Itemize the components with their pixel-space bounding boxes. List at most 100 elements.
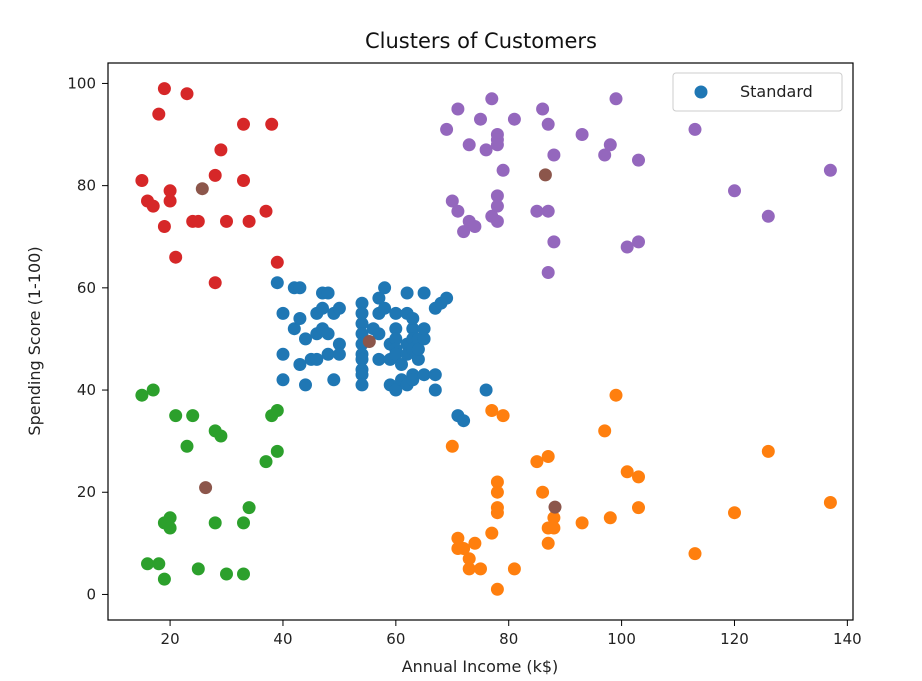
data-point-sensible-24 <box>541 266 555 279</box>
x-tick-label-100: 100 <box>607 630 636 648</box>
data-point-standard-6 <box>293 312 307 325</box>
data-point-target-8 <box>485 526 499 540</box>
data-point-target-13 <box>490 506 504 520</box>
data-point-careless-8 <box>169 250 183 264</box>
data-point-careless-12 <box>208 168 222 182</box>
data-point-target-30 <box>632 470 645 484</box>
data-point-standard-37 <box>372 291 386 305</box>
data-point-standard-52 <box>395 358 408 371</box>
data-point-standard-61 <box>406 312 420 325</box>
data-point-standard-28 <box>355 306 369 320</box>
data-point-sensible-35 <box>728 184 741 198</box>
x-tick-label-20: 20 <box>161 630 180 648</box>
data-point-target-7 <box>474 562 487 576</box>
data-point-careful-2 <box>141 557 154 571</box>
data-point-target-3 <box>457 542 471 555</box>
x-axis-ticks: 20 40 60 80 100 120 140 <box>161 620 862 648</box>
data-point-standard-59 <box>406 322 420 336</box>
data-point-careless-17 <box>237 174 250 187</box>
chart-title: Clusters of Customers <box>365 29 597 53</box>
points-layer <box>135 82 837 596</box>
data-point-sensible-15 <box>490 189 504 203</box>
data-point-sensible-17 <box>490 214 504 228</box>
data-point-sensible-19 <box>507 112 521 126</box>
data-point-careful-12 <box>208 516 222 530</box>
data-point-careful-6 <box>163 511 177 525</box>
x-tick-label-120: 120 <box>720 630 749 648</box>
data-point-careful-14 <box>214 429 228 443</box>
data-point-careful-10 <box>186 409 200 423</box>
data-point-target-21 <box>541 536 555 550</box>
data-point-sensible-22 <box>541 117 555 131</box>
data-point-careless-16 <box>237 117 250 131</box>
data-point-standard-25 <box>332 347 346 361</box>
data-point-centroid-1 <box>538 168 552 182</box>
data-point-careful-0 <box>135 388 149 402</box>
data-point-standard-9 <box>299 332 312 346</box>
data-point-sensible-7 <box>468 220 482 233</box>
data-point-sensible-18 <box>496 163 510 177</box>
data-point-careless-15 <box>220 214 233 228</box>
data-point-standard-67 <box>411 342 425 356</box>
data-point-target-22 <box>547 511 561 525</box>
data-point-standard-69 <box>417 322 431 336</box>
data-point-standard-22 <box>327 373 341 387</box>
data-point-target-33 <box>761 444 775 458</box>
data-point-standard-73 <box>428 368 442 382</box>
data-point-sensible-26 <box>547 235 561 249</box>
data-point-careful-21 <box>270 404 284 417</box>
legend-marker <box>694 85 708 99</box>
data-point-careless-3 <box>152 107 166 121</box>
data-point-target-10 <box>490 475 504 489</box>
data-point-standard-24 <box>332 301 346 315</box>
data-point-sensible-5 <box>462 138 476 152</box>
data-point-sensible-8 <box>474 112 487 126</box>
data-point-target-16 <box>507 562 521 576</box>
data-point-sensible-20 <box>530 204 544 218</box>
data-point-target-15 <box>496 409 510 423</box>
data-point-careless-9 <box>180 87 194 101</box>
data-point-standard-10 <box>299 378 312 392</box>
data-point-careless-6 <box>163 194 177 208</box>
data-point-sensible-27 <box>575 128 589 141</box>
data-point-target-4 <box>462 562 476 576</box>
x-axis-label: Annual Income (k$) <box>402 657 559 676</box>
data-point-standard-23 <box>332 337 346 351</box>
data-point-sensible-9 <box>479 143 493 157</box>
data-point-centroid-0 <box>362 335 376 348</box>
data-point-target-14 <box>490 582 504 596</box>
data-point-target-34 <box>823 496 837 509</box>
data-point-sensible-2 <box>451 102 465 116</box>
data-point-target-1 <box>451 531 465 545</box>
data-point-target-0 <box>445 439 459 453</box>
data-point-standard-41 <box>378 301 392 315</box>
data-point-careful-9 <box>180 439 194 453</box>
data-point-careless-0 <box>135 174 149 187</box>
data-point-standard-27 <box>355 296 369 310</box>
data-point-careful-19 <box>259 455 273 469</box>
data-point-sensible-25 <box>547 148 561 162</box>
data-point-target-32 <box>728 506 741 520</box>
data-point-standard-34 <box>355 368 369 382</box>
data-point-standard-47 <box>389 322 403 336</box>
y-tick-label-80: 80 <box>77 177 96 195</box>
data-point-careless-11 <box>191 214 205 228</box>
y-tick-label-60: 60 <box>77 279 96 297</box>
data-point-careful-1 <box>146 383 160 397</box>
y-axis-ticks: 0 20 40 60 80 100 <box>67 74 108 603</box>
data-point-standard-78 <box>457 414 471 428</box>
data-point-standard-26 <box>355 317 369 331</box>
data-point-careful-8 <box>169 409 183 423</box>
data-point-careful-7 <box>163 521 177 535</box>
y-tick-label-100: 100 <box>67 74 96 92</box>
data-point-standard-7 <box>293 281 307 295</box>
y-tick-label-40: 40 <box>77 381 96 399</box>
data-point-standard-48 <box>389 332 403 346</box>
data-point-target-31 <box>688 547 702 561</box>
data-point-standard-32 <box>355 352 369 366</box>
data-point-careless-20 <box>265 117 279 131</box>
data-point-standard-8 <box>293 358 307 371</box>
data-point-centroid-2 <box>195 182 209 196</box>
legend-box <box>672 72 843 112</box>
